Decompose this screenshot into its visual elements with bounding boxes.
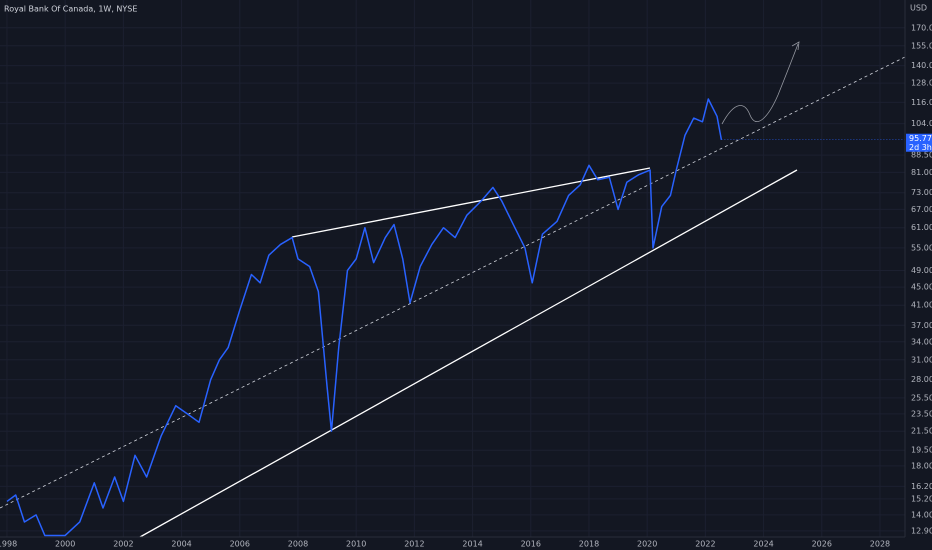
y-tick-label: 45.00 <box>911 283 932 292</box>
x-tick-label: 1998 <box>0 540 17 549</box>
x-tick-label: 2014 <box>462 540 482 549</box>
y-tick-label: 37.00 <box>911 321 932 330</box>
y-tick-label: 41.00 <box>911 301 932 310</box>
y-tick-label: 49.00 <box>911 266 932 275</box>
grid-layer <box>0 0 905 537</box>
y-tick-label: 61.00 <box>911 223 932 232</box>
y-tick-label: 116.00 <box>911 98 932 107</box>
y-tick-label: 28.00 <box>911 375 932 384</box>
y-tick-label: 21.50 <box>911 427 932 436</box>
y-tick-label: 34.00 <box>911 337 932 346</box>
x-tick-label: 2022 <box>695 540 715 549</box>
y-tick-label: 170.00 <box>911 23 932 32</box>
y-axis-label: USD <box>910 4 927 13</box>
x-tick-label: 2026 <box>812 540 832 549</box>
y-tick-label: 55.00 <box>911 243 932 252</box>
series-layer <box>6 98 905 537</box>
x-tick-label: 2008 <box>288 540 308 549</box>
projection-sketch <box>721 43 799 125</box>
x-tick-label: 2016 <box>521 540 541 549</box>
axis-layer: 170.00 155.00 140.00 128.00 116.00 104.00 88.5… <box>0 23 932 549</box>
x-tick-label: 2020 <box>637 540 657 549</box>
y-tick-label: 15.20 <box>911 494 932 503</box>
y-tick-label: 14.00 <box>911 510 932 519</box>
y-tick-label: 19.50 <box>911 446 932 455</box>
price-line <box>6 98 723 537</box>
y-tick-label: 81.00 <box>911 168 932 177</box>
y-tick-label: 73.00 <box>911 188 932 197</box>
y-tick-label: 18.00 <box>911 461 932 470</box>
y-tick-label: 67.00 <box>911 205 932 214</box>
projection-arrowhead <box>791 41 800 51</box>
y-tick-label: 155.00 <box>911 41 932 50</box>
chart-title: Royal Bank Of Canada, 1W, NYSE <box>4 5 137 14</box>
y-tick-label: 88.50 <box>911 151 932 160</box>
x-tick-label: 2028 <box>870 540 890 549</box>
x-tick-label: 2000 <box>55 540 75 549</box>
x-tick-label: 2004 <box>171 540 191 549</box>
y-tick-label: 16.20 <box>911 482 932 491</box>
price-label-box <box>906 133 932 152</box>
y-tick-label: 25.50 <box>911 393 932 402</box>
support-trendline <box>139 169 798 538</box>
y-tick-label: 104.00 <box>911 119 932 128</box>
x-tick-label: 2024 <box>753 540 773 549</box>
y-tick-label: 23.50 <box>911 409 932 418</box>
y-tick-label: 128.00 <box>911 79 932 88</box>
dashed-trendline <box>0 56 906 509</box>
price-label: 95.77 <box>909 134 932 143</box>
x-tick-label: 2002 <box>113 540 133 549</box>
x-tick-label: 2010 <box>346 540 366 549</box>
y-tick-label: 12.90 <box>911 526 932 535</box>
x-tick-label: 2018 <box>579 540 599 549</box>
countdown-label: 2d 3h <box>909 143 932 152</box>
x-tick-label: 2012 <box>404 540 424 549</box>
resistance-trendline <box>291 167 651 238</box>
x-tick-label: 2006 <box>230 540 250 549</box>
y-tick-label: 31.00 <box>911 355 932 364</box>
y-tick-label: 140.00 <box>911 61 932 70</box>
